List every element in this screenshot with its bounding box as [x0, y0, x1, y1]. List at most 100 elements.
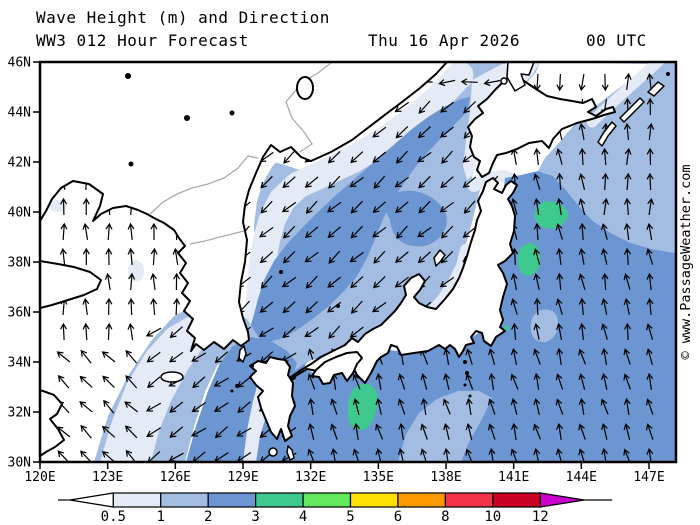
- lat-tick-label: 34N: [8, 356, 31, 371]
- wave-direction-arrow: [438, 79, 456, 87]
- wave-direction-arrow: [646, 447, 654, 462]
- wave-direction-arrow: [124, 425, 138, 439]
- wave-direction-arrow: [555, 223, 563, 240]
- wave-direction-arrow: [190, 427, 207, 437]
- wave-direction-arrow: [145, 402, 162, 412]
- legend-box: [302, 492, 352, 508]
- wave-direction-arrow: [394, 276, 409, 288]
- wave-direction-arrow: [305, 200, 318, 214]
- wave-direction-arrow: [420, 373, 428, 390]
- lon-tick-label: 126E: [160, 470, 191, 485]
- wave-direction-arrow: [146, 427, 162, 437]
- wave-direction-arrow: [327, 276, 342, 288]
- wave-direction-arrow: [214, 426, 229, 439]
- lat-tick-label: 30N: [8, 456, 31, 471]
- wave-direction-arrow: [555, 298, 563, 315]
- wave-direction-arrow: [396, 225, 408, 239]
- wave-direction-arrow: [60, 222, 68, 241]
- wave-direction-arrow: [623, 397, 631, 415]
- wave-direction-arrow: [56, 351, 71, 363]
- wave-direction-arrow: [372, 301, 387, 313]
- wave-direction-arrow: [646, 97, 654, 116]
- wave-direction-arrow: [103, 399, 115, 414]
- wave-direction-arrow: [601, 73, 609, 92]
- wave-direction-arrow: [463, 200, 476, 214]
- wave-direction-arrow: [417, 226, 432, 238]
- wave-direction-arrow: [145, 327, 162, 337]
- wave-direction-arrow: [150, 222, 158, 241]
- low-wave-west-korea: [128, 260, 144, 282]
- wave-direction-arrow: [533, 423, 542, 440]
- wave-direction-arrow: [533, 398, 541, 415]
- wave-direction-arrow: [533, 248, 541, 265]
- wave-direction-arrow: [150, 272, 157, 290]
- wave-direction-arrow: [57, 374, 70, 389]
- wave-direction-arrow: [578, 73, 586, 92]
- wave-direction-arrow: [601, 172, 609, 191]
- wave-direction-arrow: [555, 373, 564, 390]
- wave-direction-arrow: [282, 225, 296, 239]
- wave-direction-arrow: [602, 197, 610, 215]
- wave-direction-arrow: [259, 301, 274, 313]
- borders-layer: [125, 62, 333, 245]
- wave-direction-arrow: [375, 448, 383, 462]
- low-wave-west-hokkaido: [463, 62, 536, 180]
- wave-direction-arrow: [307, 423, 315, 440]
- wave-direction-arrow: [349, 251, 364, 263]
- wave-direction-arrow: [328, 175, 341, 189]
- goto-island-2: [230, 389, 234, 393]
- china-coast-south: [40, 389, 65, 457]
- pacific-ne-1-2m: [538, 62, 676, 253]
- lake-4: [128, 161, 134, 167]
- wave-direction-arrow: [443, 447, 451, 462]
- wave-direction-arrow: [104, 272, 112, 290]
- wave-direction-arrow: [533, 297, 541, 316]
- wave-direction-arrow: [394, 251, 409, 263]
- wave-direction-arrow: [443, 423, 450, 440]
- wave-direction-arrow: [533, 222, 541, 241]
- wave-direction-arrow: [105, 222, 113, 241]
- wave-direction-arrow: [624, 172, 632, 191]
- wave-direction-arrow: [282, 250, 296, 264]
- shikoku: [311, 351, 363, 385]
- wave-direction-arrow: [488, 423, 496, 440]
- wave-direction-arrow: [578, 247, 586, 266]
- wave-direction-arrow: [125, 349, 138, 364]
- legend-value-label: 4: [299, 509, 307, 525]
- legend-box: [397, 492, 446, 508]
- wave-direction-arrow: [105, 247, 113, 266]
- wave-direction-arrow: [60, 322, 68, 341]
- lake-3: [229, 110, 235, 116]
- wave-direction-arrow: [350, 300, 363, 314]
- wave-direction-arrow: [556, 272, 564, 291]
- wave-direction-arrow: [330, 398, 338, 415]
- wave-direction-arrow: [305, 275, 318, 289]
- wave-direction-arrow: [372, 226, 387, 238]
- wave-direction-arrow: [236, 427, 252, 437]
- wave-direction-arrow: [624, 147, 632, 165]
- wave-direction-arrow: [578, 397, 586, 415]
- wave-direction-arrow: [462, 176, 477, 188]
- wave-direction-arrow: [483, 79, 501, 87]
- tanegashima-island: [286, 445, 295, 461]
- wave-direction-arrow: [439, 276, 455, 288]
- wave-direction-arrow: [533, 448, 541, 462]
- wave-direction-arrow: [488, 447, 496, 462]
- wave-direction-arrow: [237, 401, 251, 413]
- forecast-time: 00 UTC: [586, 31, 647, 50]
- wave-direction-arrow: [442, 398, 451, 415]
- lon-tick-label: 144E: [566, 470, 597, 485]
- wave-direction-arrow: [282, 301, 296, 314]
- wave-direction-arrow: [375, 398, 383, 415]
- wave-direction-arrow: [578, 122, 586, 141]
- wave-direction-arrow: [578, 273, 586, 290]
- wave-direction-arrow: [623, 348, 631, 365]
- wave-direction-arrow: [169, 326, 183, 339]
- wave-direction-arrow: [169, 426, 184, 438]
- wave-direction-arrow: [260, 200, 273, 214]
- wave-direction-arrow: [398, 422, 406, 440]
- legend-value-label: 5: [346, 509, 354, 525]
- wave-direction-arrow: [80, 424, 92, 439]
- wave-direction-arrow: [601, 447, 609, 462]
- low-wave-bohai: [49, 200, 67, 212]
